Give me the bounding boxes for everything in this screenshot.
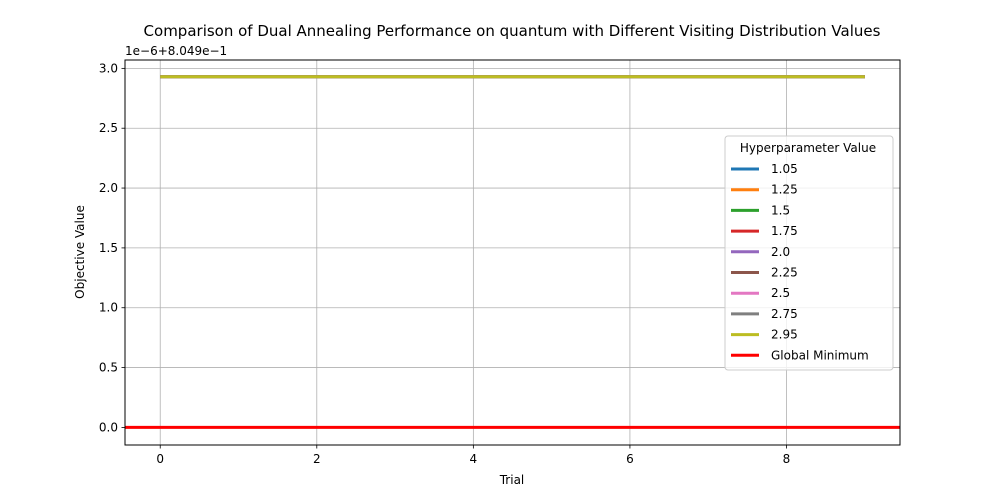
x-tick-label: 6 [626,452,634,466]
legend-entry-label: 1.75 [771,224,798,238]
legend-entry-label: 2.0 [771,245,790,259]
y-axis-label: Objective Value [73,205,87,299]
x-tick-label: 4 [470,452,478,466]
legend-entry-label: 1.25 [771,183,798,197]
legend: Hyperparameter Value 1.05 1.25 1.5 1.75 2.0 2… [724,135,894,371]
x-tick-label: 0 [156,452,164,466]
y-axis-offset-text: 1e−6+8.049e−1 [125,44,227,58]
legend-entry-label: 1.5 [771,203,790,217]
y-tick-label: 0.5 [99,361,118,375]
legend-entry-label: 1.05 [771,162,798,176]
legend-entry-label: 2.95 [771,328,798,342]
legend-entry-label: 2.25 [771,266,798,280]
y-tick-label: 2.5 [99,121,118,135]
chart-title: Comparison of Dual Annealing Performance… [144,22,881,40]
x-tick-label: 8 [783,452,791,466]
y-tick-label: 0.0 [99,420,118,434]
y-tick-label: 1.0 [99,301,118,315]
legend-title: Hyperparameter Value [740,141,876,155]
legend-box [724,135,894,371]
legend-entries: 1.05 1.25 1.5 1.75 2.0 2.25 2.5 2.75 2.95 Global … [731,162,869,362]
x-axis-ticks: 0 2 4 6 8 [156,445,790,466]
legend-entry-label: 2.75 [771,307,798,321]
x-tick-label: 2 [313,452,321,466]
y-tick-label: 2.0 [99,181,118,195]
y-tick-label: 3.0 [99,61,118,75]
legend-entry-label: 2.5 [771,286,790,300]
x-axis-label: Trial [499,473,525,487]
y-tick-label: 1.5 [99,241,118,255]
plot-frame [124,59,901,446]
y-axis-ticks: 0.0 0.5 1.0 1.5 2.0 2.5 3.0 [99,61,125,434]
legend-entry-label: Global Minimum [771,348,869,362]
